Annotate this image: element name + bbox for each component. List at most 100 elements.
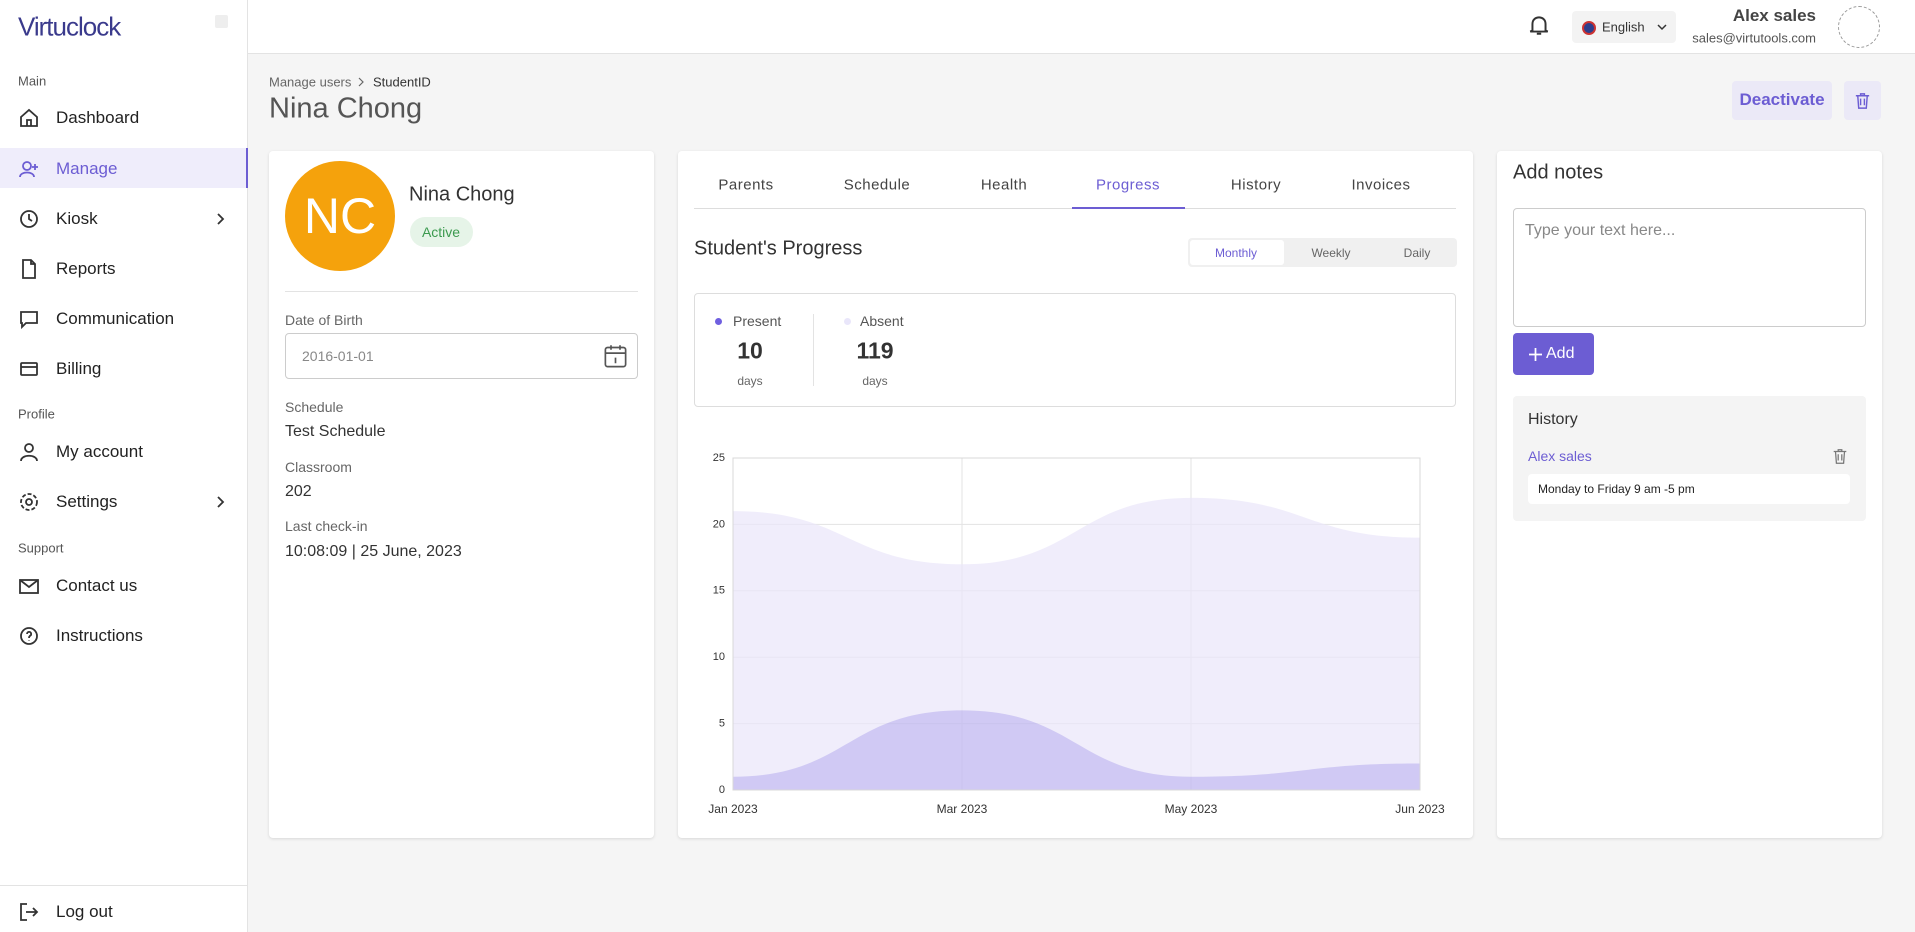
progress-chart: 0 5 10 15 20 25 Jan 2023 Mar 2023 May 2023 Jun 20… [708, 452, 1445, 816]
period-option[interactable]: Daily [1403, 246, 1431, 260]
nav-item[interactable]: Instructions [56, 626, 143, 645]
tab-underline [1072, 207, 1185, 209]
chevron [1657, 24, 1667, 31]
y-tick-label: 0 [719, 784, 725, 796]
date-input[interactable]: 2016-01-01 [285, 333, 638, 379]
nav-item[interactable]: Log out [56, 902, 113, 921]
button-label: Deactivate [1739, 90, 1825, 109]
placeholder: Type your text here... [1525, 222, 1676, 239]
language-select[interactable]: English [1572, 11, 1676, 43]
y-tick-label: 20 [713, 518, 725, 530]
stats-box: Present 10 days Absent 119 days [694, 293, 1456, 407]
student-name: Nina Chong [409, 183, 515, 206]
trash-icon [1855, 93, 1870, 109]
chevron [217, 496, 225, 508]
icon [20, 493, 38, 511]
icon [22, 259, 36, 279]
add-button[interactable]: Add [1513, 333, 1594, 375]
stat-value: 10 [737, 337, 763, 364]
period-option[interactable]: Weekly [1311, 246, 1351, 260]
stat-unit: days [862, 374, 888, 388]
toggle-active-bg [1190, 240, 1284, 265]
delete-button[interactable] [1844, 81, 1881, 120]
divider [0, 885, 248, 886]
nav-item[interactable]: Billing [56, 359, 102, 378]
avatar-initials: NC [303, 188, 377, 244]
divider [813, 314, 814, 386]
section-title: Student's Progress [694, 237, 863, 260]
student-card: NC Nina Chong Active Date of Birth 2016-… [269, 151, 654, 838]
tab-active[interactable]: Progress [1095, 176, 1161, 194]
notes-card: Add notes Type your text here... Add His… [1497, 151, 1882, 838]
icon [20, 627, 38, 645]
history-box: History Alex sales Monday to Friday 9 am… [1513, 396, 1866, 521]
page-title: Nina Chong [269, 92, 423, 125]
trash-icon[interactable] [1831, 447, 1849, 465]
section-label: Support [18, 540, 64, 556]
status-label: Active [421, 224, 461, 240]
button-label: Add [1546, 345, 1575, 362]
deactivate-button[interactable]: Deactivate [1732, 81, 1832, 120]
plus-icon [1529, 348, 1542, 361]
area [733, 497, 1420, 790]
tab[interactable]: Invoices [1351, 176, 1411, 194]
sidebar: Virtuclock Main Dashboard Manage Kiosk R… [0, 0, 248, 932]
collapse-toggle[interactable] [215, 15, 228, 28]
icon [20, 311, 38, 330]
notes-title: Add notes [1513, 161, 1604, 184]
breadcrumb-current: StudentID [373, 74, 431, 90]
progress-card: Parents Schedule Health Progress History… [678, 151, 1473, 838]
tab[interactable]: Schedule [843, 176, 911, 194]
user-name: Alex sales [1732, 6, 1816, 25]
field-label: Schedule [285, 399, 344, 415]
breadcrumb-separator [358, 77, 364, 87]
nav-item[interactable]: My account [56, 442, 143, 461]
section-label: Main [18, 73, 47, 89]
student-avatar: NC [285, 161, 395, 271]
field-label: Classroom [285, 459, 352, 475]
user-avatar[interactable] [1838, 6, 1880, 48]
legend-dot [844, 318, 851, 325]
y-tick-label: 15 [713, 585, 725, 597]
breadcrumb-link[interactable]: Manage users [269, 74, 352, 90]
period-toggle: Monthly Weekly Daily [1188, 238, 1457, 267]
history-text: Monday to Friday 9 am -5 pm [1538, 482, 1695, 496]
notes-textarea[interactable]: Type your text here... [1513, 208, 1866, 327]
divider [285, 291, 638, 292]
tab[interactable]: Parents [718, 176, 774, 194]
icon [19, 161, 38, 178]
period-option[interactable]: Monthly [1214, 246, 1258, 260]
stat-label: Absent [860, 313, 904, 329]
icon [20, 108, 38, 127]
nav-item[interactable]: Dashboard [56, 108, 140, 127]
logo[interactable]: Virtuclock [18, 11, 121, 42]
history-author[interactable]: Alex sales [1528, 448, 1592, 464]
stat-label: Present [733, 313, 782, 329]
notification-bell[interactable] [1527, 13, 1551, 37]
calendar-icon[interactable] [602, 343, 629, 370]
field-value: 10:08:09 | 25 June, 2023 [285, 543, 462, 560]
icon [20, 903, 39, 921]
icon [20, 443, 38, 462]
icon [20, 362, 38, 376]
date-value: 2016-01-01 [302, 348, 374, 364]
tab[interactable]: History [1230, 176, 1282, 194]
history-note: Monday to Friday 9 am -5 pm [1528, 474, 1850, 504]
nav-item[interactable]: Kiosk [56, 209, 98, 228]
language-label: English [1602, 19, 1645, 35]
section-label: Profile [18, 406, 55, 422]
nav-item[interactable]: Communication [56, 309, 175, 328]
tab[interactable]: Health [980, 176, 1028, 194]
nav-item[interactable]: Reports [56, 259, 116, 278]
stat-value: 119 [856, 337, 894, 364]
flag-icon [1582, 21, 1596, 35]
nav-item[interactable]: Manage [56, 159, 118, 178]
icon [19, 579, 39, 594]
field-value: 202 [285, 483, 312, 500]
x-tick-label: Jan 2023 [708, 802, 758, 816]
nav-item[interactable]: Contact us [56, 576, 138, 595]
area [733, 710, 1420, 790]
x-tick-label: May 2023 [1165, 802, 1218, 816]
nav-item[interactable]: Settings [56, 492, 118, 511]
